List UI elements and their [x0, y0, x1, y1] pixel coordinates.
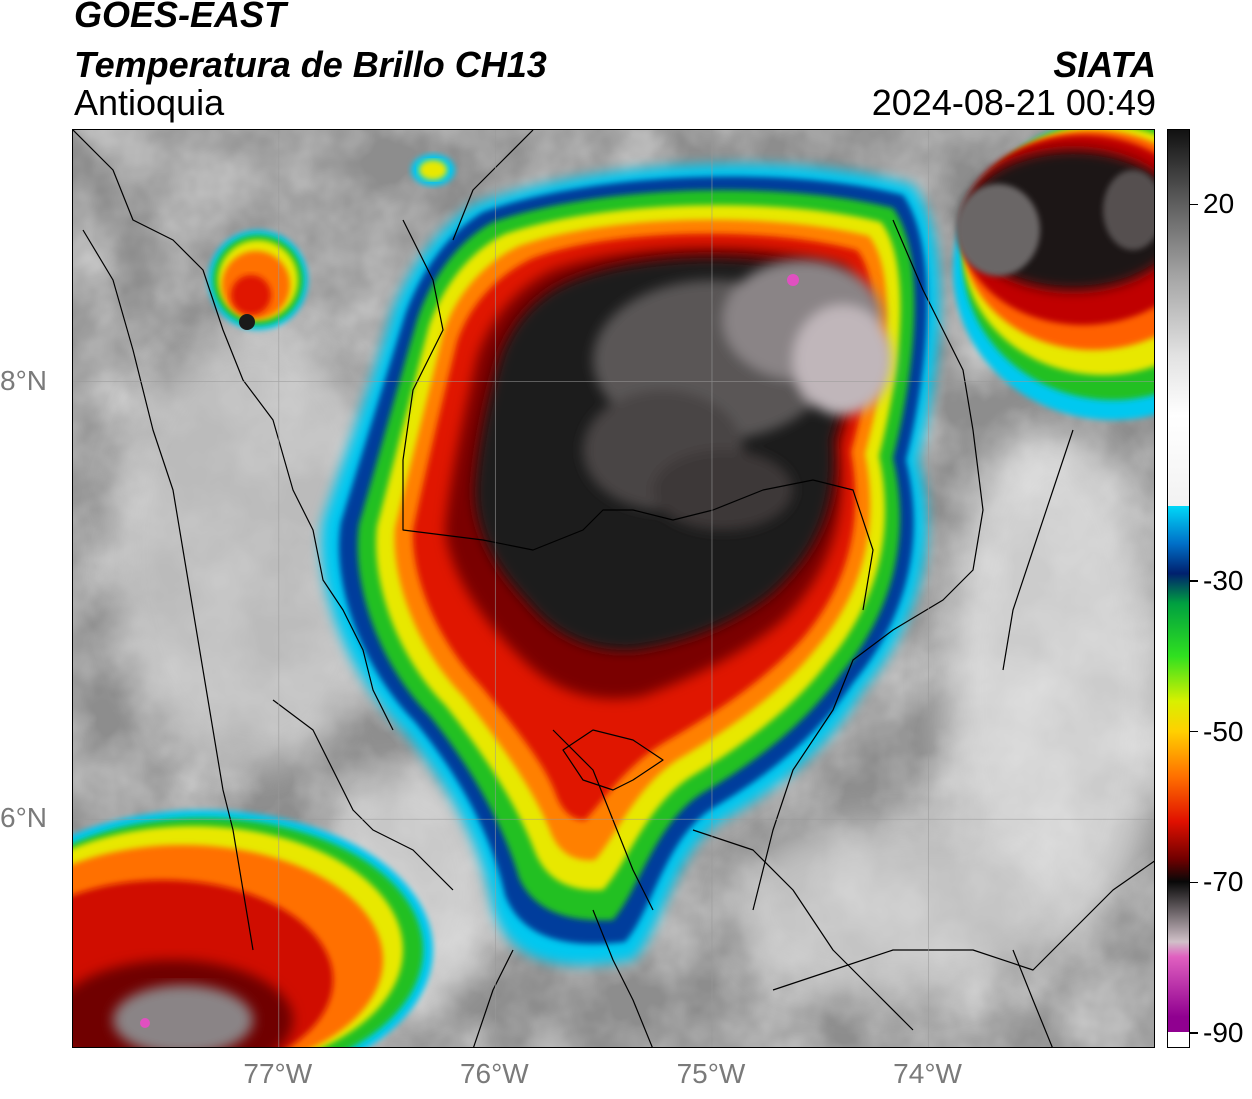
colorbar-gradient: [1168, 130, 1189, 1047]
lat-tick-label: 6°N: [0, 802, 47, 834]
title-satellite: GOES-EAST: [74, 0, 287, 35]
lon-tick-label: 75°W: [676, 1058, 746, 1089]
colorbar-tick-label: -90: [1203, 1016, 1244, 1048]
colorbar-tick-label: 20: [1203, 188, 1235, 220]
satellite-map[interactable]: [72, 129, 1155, 1048]
lon-tick-label: 76°W: [459, 1058, 529, 1089]
colorbar-tick: [1190, 580, 1198, 582]
colorbar: [1167, 129, 1190, 1048]
overshooting-top: [787, 274, 799, 286]
colorbar-tick-label: -50: [1203, 715, 1244, 747]
timestamp-label: 2024-08-21 00:49: [871, 82, 1156, 123]
lat-tick-label: 8°N: [0, 364, 47, 396]
title-product: Temperatura de Brillo CH13: [74, 44, 547, 85]
colorbar-tick-label: -70: [1203, 866, 1244, 898]
map-canvas: [73, 130, 1154, 1047]
graticule: [73, 130, 1154, 1047]
organization-label: SIATA: [1053, 44, 1156, 85]
storm-small-nw: [208, 230, 308, 330]
cold-tops: [583, 260, 893, 530]
colorbar-tick: [1190, 881, 1198, 884]
storm-sw: [73, 810, 433, 1047]
storm-ne: [953, 130, 1154, 420]
storm-tiny-north: [411, 154, 455, 186]
colorbar-tick: [1190, 203, 1198, 206]
title-region: Antioquia: [74, 82, 225, 123]
colorbar-tick-label: -30: [1203, 564, 1244, 596]
lon-tick-label: 77°W: [243, 1058, 313, 1089]
colorbar-tick: [1190, 730, 1198, 733]
boundary-lines: [73, 130, 1154, 1047]
storm-main: [321, 163, 940, 965]
lon-tick-label: 74°W: [893, 1058, 962, 1089]
colorbar-tick: [1190, 1032, 1198, 1034]
